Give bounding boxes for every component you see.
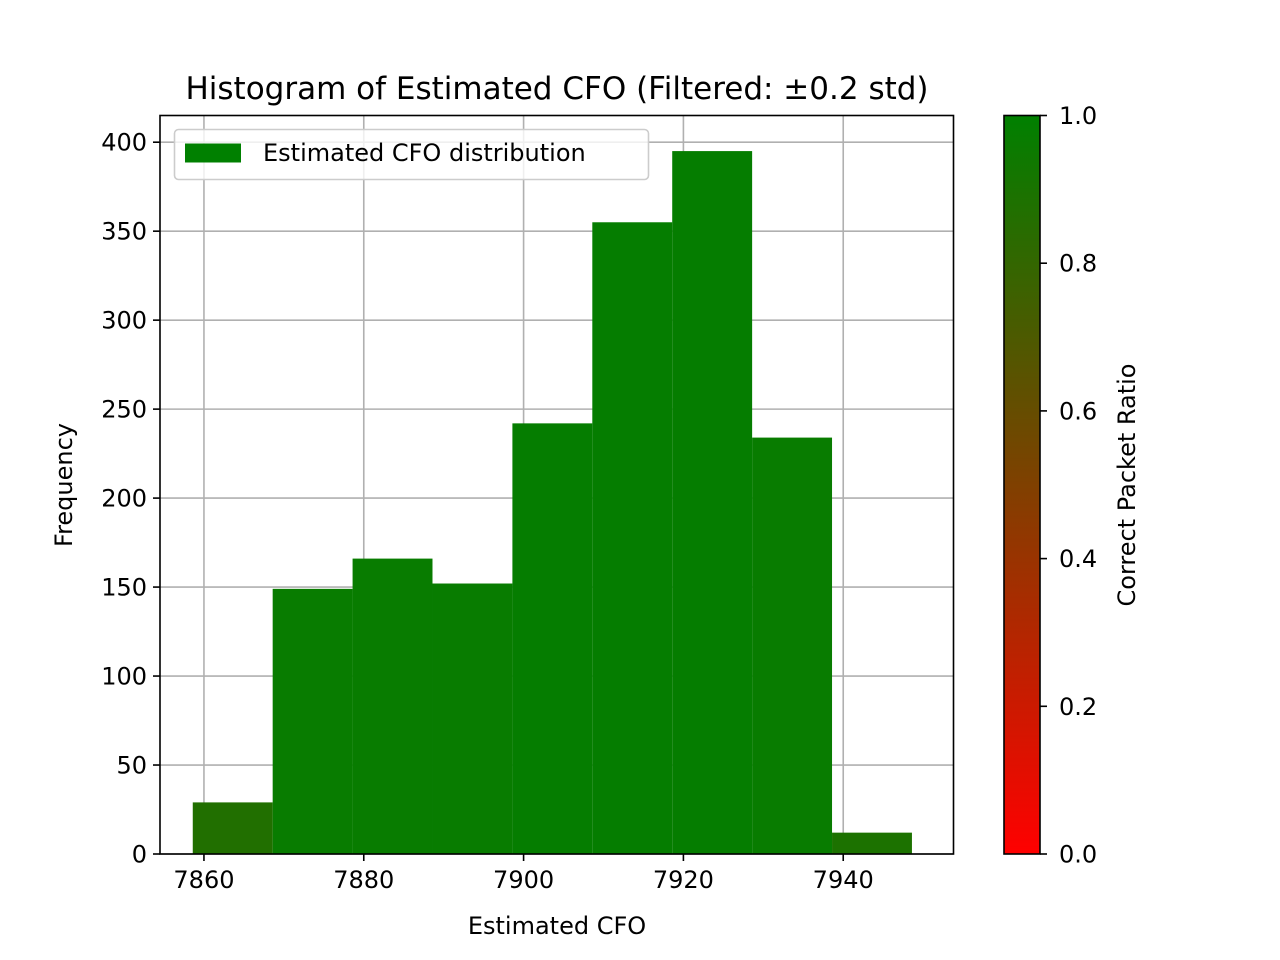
y-tick-label-0: 0 <box>132 841 147 869</box>
histogram-bar-0 <box>192 802 273 854</box>
histogram-bars <box>192 151 912 855</box>
histogram-bar-7 <box>752 437 833 854</box>
x-tick-label-2: 7900 <box>493 866 554 894</box>
y-tick-label-8: 400 <box>101 129 147 157</box>
y-tick-label-3: 150 <box>101 574 147 602</box>
colorbar-tick-label-5: 1.0 <box>1059 102 1097 130</box>
legend-swatch <box>185 143 241 163</box>
colorbar-gradient <box>1003 114 1041 855</box>
legend-box <box>173 128 650 181</box>
histogram-bar-6 <box>672 151 753 855</box>
y-axis-ticks: 0 50 100 150 200 250 300 350 400 <box>101 129 160 869</box>
y-tick-label-1: 50 <box>116 752 147 780</box>
histogram-bar-5 <box>592 222 673 854</box>
histogram-bar-8 <box>832 832 912 854</box>
x-tick-label-3: 7920 <box>653 866 714 894</box>
y-tick-label-5: 250 <box>101 396 147 424</box>
histogram-bar-3 <box>432 583 513 854</box>
colorbar-ticks: 0.0 0.2 0.4 0.6 0.8 1.0 <box>1040 102 1097 869</box>
y-tick-label-7: 350 <box>101 218 147 246</box>
y-tick-label-4: 200 <box>101 485 147 513</box>
y-tick-label-2: 100 <box>101 663 147 691</box>
plot-frame <box>159 114 955 855</box>
x-tick-label-4: 7940 <box>813 866 874 894</box>
legend-label: Estimated CFO distribution <box>263 139 586 167</box>
legend: Estimated CFO distribution <box>173 128 650 181</box>
histogram-bar-4 <box>512 423 593 854</box>
colorbar: 0.0 0.2 0.4 0.6 0.8 1.0 Correct Packet Ratio <box>1003 102 1141 869</box>
histogram-bar-1 <box>272 588 353 854</box>
colorbar-tick-label-2: 0.4 <box>1059 545 1097 573</box>
x-tick-label-0: 7860 <box>173 866 234 894</box>
colorbar-tick-label-4: 0.8 <box>1059 250 1097 278</box>
colorbar-label: Correct Packet Ratio <box>1113 364 1141 607</box>
x-axis-label: Estimated CFO <box>468 912 646 940</box>
x-axis-ticks: 7860 7880 7900 7920 7940 <box>173 854 874 894</box>
y-axis-label: Frequency <box>50 423 78 547</box>
chart-title: Histogram of Estimated CFO (Filtered: ±0… <box>185 71 928 107</box>
histogram-bar-2 <box>352 558 433 854</box>
y-tick-label-6: 300 <box>101 307 147 335</box>
x-tick-label-1: 7880 <box>333 866 394 894</box>
colorbar-tick-label-3: 0.6 <box>1059 397 1097 425</box>
colorbar-tick-label-1: 0.2 <box>1059 693 1097 721</box>
colorbar-tick-label-0: 0.0 <box>1059 841 1097 869</box>
